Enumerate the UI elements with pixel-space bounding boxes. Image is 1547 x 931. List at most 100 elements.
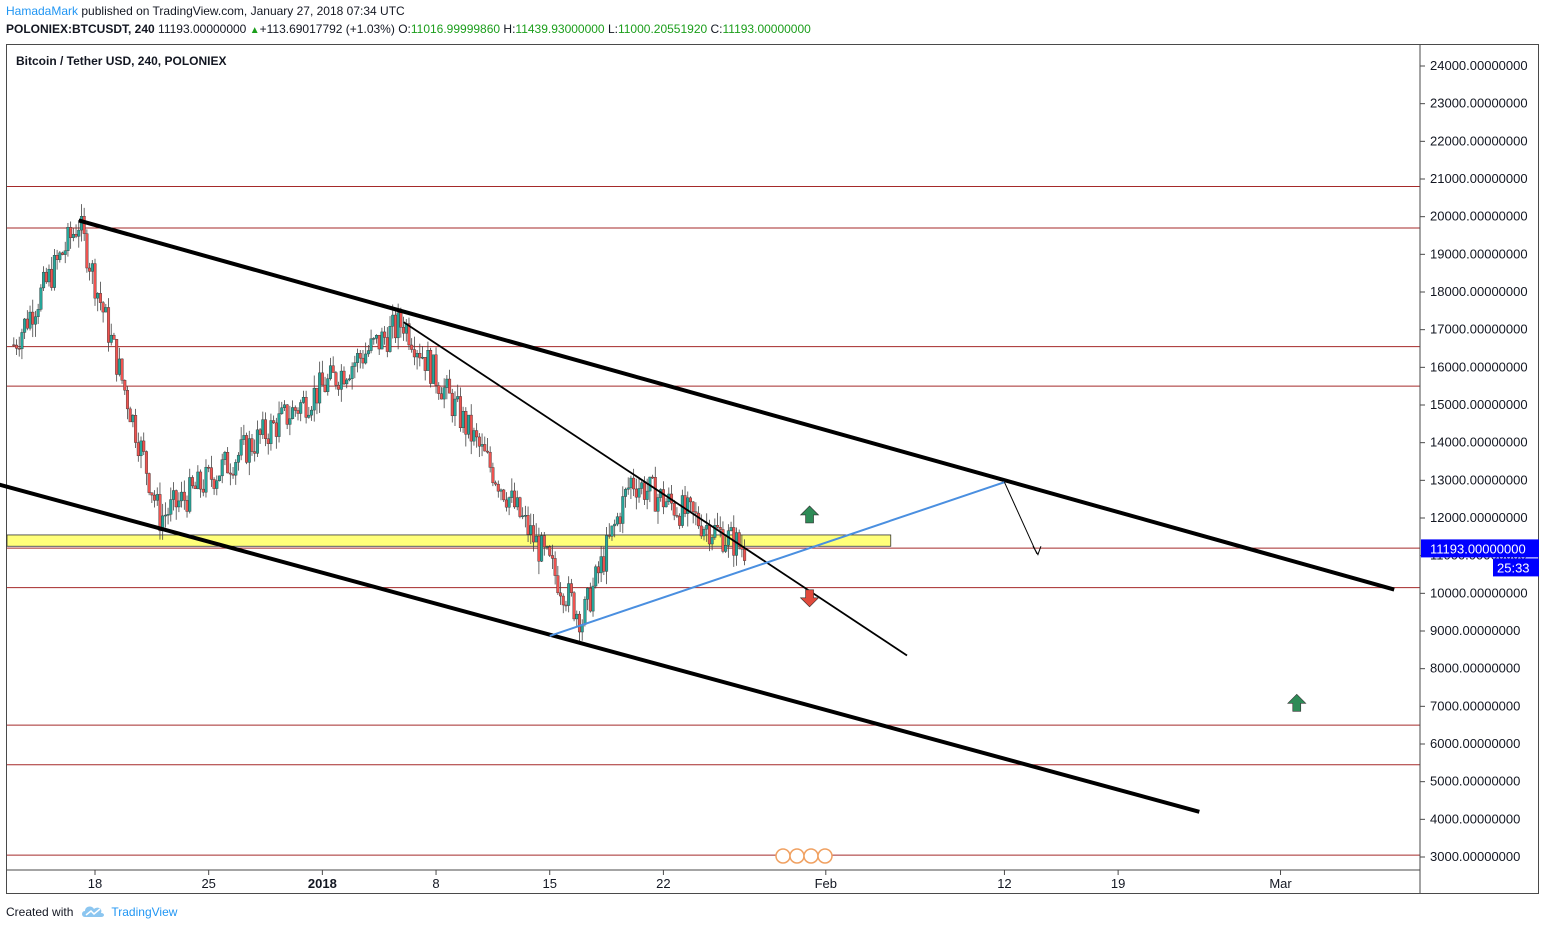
publish-info: HamadaMark published on TradingView.com,… (6, 4, 405, 18)
candle-body (431, 354, 435, 384)
candle-body (239, 439, 243, 456)
bearish-arrow (799, 589, 820, 608)
candle-body (358, 353, 362, 359)
candle-body (439, 393, 443, 400)
event-marker-icon (817, 848, 833, 864)
candle-body (258, 429, 262, 435)
event-marker-icon (803, 848, 819, 864)
horizontal-levels (7, 186, 1420, 856)
candle-body (518, 497, 522, 517)
candle-body (274, 422, 278, 437)
countdown-background (1493, 558, 1539, 577)
candle-body (540, 535, 544, 562)
candle-body (350, 366, 354, 379)
author-link[interactable]: HamadaMark (6, 4, 79, 18)
candle-body (653, 477, 657, 512)
candle-body (69, 227, 73, 238)
tradingview-link[interactable]: TradingView (111, 905, 178, 919)
candle-body (613, 523, 617, 527)
candle-body (364, 353, 368, 364)
descending-trend-line (403, 321, 908, 657)
candle-body (228, 472, 232, 475)
candle-body (312, 387, 316, 411)
candle-body (337, 384, 341, 390)
candle-body (564, 604, 568, 607)
candle-body (293, 407, 297, 411)
candle-body (231, 473, 235, 476)
candle-body (640, 482, 644, 489)
candle-body (545, 546, 549, 549)
candle-body (33, 316, 37, 325)
candle-body (158, 494, 162, 532)
candle-body (220, 459, 224, 477)
candle-body (31, 311, 35, 325)
channel-upper-line (78, 218, 1395, 592)
candle-body (680, 495, 684, 526)
candle-body (93, 263, 97, 299)
candle-body (63, 250, 67, 255)
candle-body (196, 471, 200, 489)
trend-drawings (0, 218, 1395, 814)
candle-body (58, 252, 62, 260)
candle-body (523, 515, 527, 517)
candle-body (20, 332, 24, 350)
candle-body (374, 334, 378, 339)
candle-body (272, 420, 276, 424)
candle-body (559, 592, 563, 597)
candle-body (678, 515, 682, 526)
candle-body (112, 334, 116, 340)
candle-body (702, 528, 706, 537)
candle-body (699, 525, 703, 537)
open-label: O: (398, 22, 411, 36)
candle-body (269, 420, 273, 444)
candle-body (553, 558, 557, 576)
candle-body (675, 515, 679, 517)
candle-body (467, 414, 471, 435)
candle-body (437, 385, 441, 394)
candle-body (634, 488, 638, 498)
price-tick-label: 19000.00000000 (1430, 246, 1528, 261)
candle-body (705, 525, 709, 530)
time-scale: 18 25 2018 8 15 22 Feb 12 19 Mar (88, 870, 1292, 891)
candle-body (55, 255, 59, 260)
up-arrow-icon (799, 505, 820, 524)
price-tick-label: 22000.00000000 (1430, 133, 1528, 148)
candle-body (434, 354, 438, 386)
candle-body (561, 595, 565, 606)
candle-body (345, 379, 349, 385)
price-tick-label: 24000.00000000 (1430, 58, 1528, 73)
candle-body (142, 440, 146, 452)
candle-body (301, 397, 305, 403)
candle-body (710, 537, 714, 545)
candle-body (513, 490, 517, 508)
candle-body (718, 527, 722, 530)
candle-body (491, 467, 495, 484)
candle-body (131, 415, 135, 423)
candle-body (556, 575, 560, 594)
time-tick-label: 25 (201, 876, 215, 891)
price-tick-label: 20000.00000000 (1430, 209, 1528, 224)
candle-body (250, 438, 254, 452)
candle-body (215, 480, 219, 489)
candle-body (445, 378, 449, 388)
price-tick-label: 8000.00000000 (1430, 661, 1520, 676)
chart-frame (6, 44, 1539, 894)
candle-body (17, 348, 21, 350)
candle-body (266, 438, 270, 444)
candle-body (101, 302, 105, 313)
candle-body (651, 476, 655, 479)
candle-body (510, 490, 514, 498)
candle-body (155, 494, 159, 501)
rising-support-line (549, 481, 1005, 637)
price-change: +113.69017792 (+1.03%) (259, 22, 395, 36)
candle-body (377, 334, 381, 350)
close-value: 11193.00000000 (722, 22, 811, 36)
candle-body (697, 512, 701, 527)
time-tick-label: 15 (542, 876, 556, 891)
price-tick-label: 16000.00000000 (1430, 359, 1528, 374)
candle-body (296, 410, 300, 414)
candle-body (236, 454, 240, 463)
candle-body (743, 549, 747, 561)
support-zone[interactable] (6, 534, 892, 547)
